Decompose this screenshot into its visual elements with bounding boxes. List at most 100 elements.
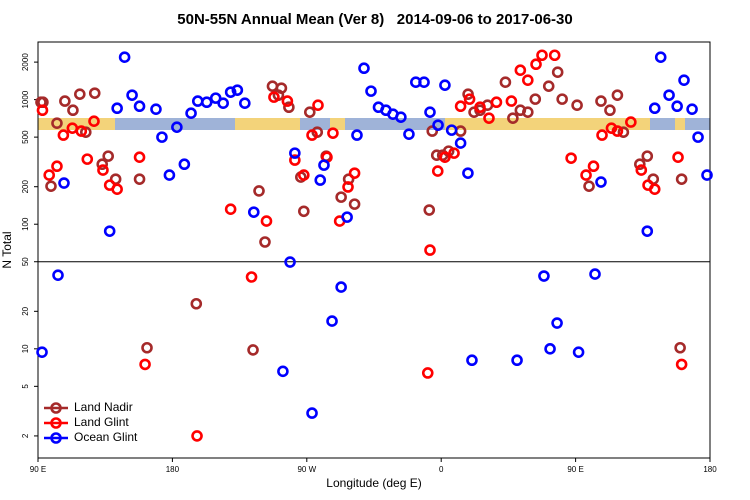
chart-title: 50N-55N Annual Mean (Ver 8) 2014-09-06 t…	[177, 11, 572, 28]
data-point	[209, 92, 222, 104]
data-point	[259, 236, 271, 248]
data-point	[538, 270, 550, 282]
data-point	[59, 95, 71, 107]
data-point	[133, 100, 146, 113]
data-point	[191, 95, 204, 107]
data-point	[268, 91, 280, 103]
data-point	[648, 183, 661, 196]
data-point	[544, 343, 556, 355]
legend-marker	[50, 432, 62, 444]
data-point	[351, 129, 363, 141]
x-tick-label: 0	[439, 465, 444, 474]
data-point	[75, 125, 88, 137]
data-point	[133, 173, 146, 185]
data-point	[298, 205, 310, 218]
legend-label: Ocean Glint	[74, 430, 138, 444]
data-point	[556, 93, 568, 105]
x-tick-label: 90 W	[297, 465, 316, 474]
data-point	[306, 129, 318, 141]
data-point	[445, 124, 458, 136]
data-point	[641, 225, 654, 237]
data-point	[686, 103, 698, 115]
data-point	[103, 225, 116, 237]
y-tick-label: 500	[21, 130, 30, 144]
data-point	[253, 185, 265, 197]
legend-marker	[50, 417, 62, 429]
data-point	[275, 82, 288, 94]
data-point	[306, 407, 318, 419]
y-tick-label: 5	[21, 384, 30, 389]
data-point	[439, 151, 451, 164]
data-point	[499, 76, 512, 88]
data-point	[483, 112, 495, 124]
data-point	[118, 51, 131, 63]
data-point	[365, 85, 377, 97]
data-point	[663, 89, 675, 101]
land-ocean-strip	[38, 118, 710, 130]
data-point	[260, 215, 273, 227]
data-point	[312, 99, 324, 111]
data-point	[298, 169, 310, 181]
data-point	[403, 128, 415, 140]
data-point	[284, 256, 296, 268]
data-point	[314, 174, 327, 186]
data-point	[462, 167, 474, 179]
x-axis-label: Longitude (deg E)	[326, 476, 421, 490]
data-point	[448, 147, 460, 159]
data-point	[424, 244, 436, 256]
data-point	[318, 159, 330, 171]
data-point	[551, 66, 564, 78]
x-tick-label: 90 E	[30, 465, 46, 474]
data-point	[74, 88, 86, 100]
data-point	[572, 346, 585, 358]
data-point	[289, 154, 301, 166]
data-point	[654, 51, 667, 63]
data-point	[239, 97, 251, 109]
data-point	[536, 49, 548, 62]
data-point	[58, 177, 70, 189]
data-point	[335, 191, 347, 203]
data-point	[156, 131, 168, 143]
plot-frame	[37, 41, 711, 459]
data-point	[97, 164, 109, 176]
data-point	[692, 131, 704, 143]
data-point	[424, 106, 436, 118]
y-tick-label: 100	[21, 217, 30, 231]
data-point	[171, 121, 183, 133]
y-tick-label: 2000	[21, 53, 30, 71]
data-point	[611, 89, 624, 101]
data-point	[52, 269, 64, 281]
data-point	[462, 88, 474, 100]
data-point	[231, 84, 244, 96]
data-point	[51, 117, 63, 129]
data-point	[224, 203, 237, 215]
data-point	[522, 74, 534, 86]
data-point	[178, 158, 191, 171]
data-point	[583, 180, 595, 192]
data-point	[43, 169, 56, 181]
data-point	[529, 93, 542, 105]
data-point	[617, 126, 630, 138]
data-point	[530, 58, 542, 71]
data-point	[326, 315, 338, 327]
data-point	[675, 173, 688, 185]
data-point	[88, 87, 101, 99]
data-point	[635, 164, 648, 176]
data-point	[163, 169, 176, 181]
data-point	[678, 74, 690, 86]
data-point	[571, 99, 583, 111]
data-point	[511, 354, 523, 367]
data-point	[514, 64, 527, 77]
data-point	[36, 104, 49, 117]
legend-label: Land Glint	[74, 415, 129, 429]
data-point	[611, 125, 624, 137]
data-point	[522, 106, 534, 118]
data-point	[335, 281, 347, 293]
data-point	[548, 49, 561, 62]
data-point	[542, 80, 555, 92]
data-point	[266, 80, 279, 92]
data-point	[589, 268, 601, 280]
data-point	[341, 211, 353, 223]
data-point	[466, 354, 478, 367]
data-point	[88, 115, 100, 128]
